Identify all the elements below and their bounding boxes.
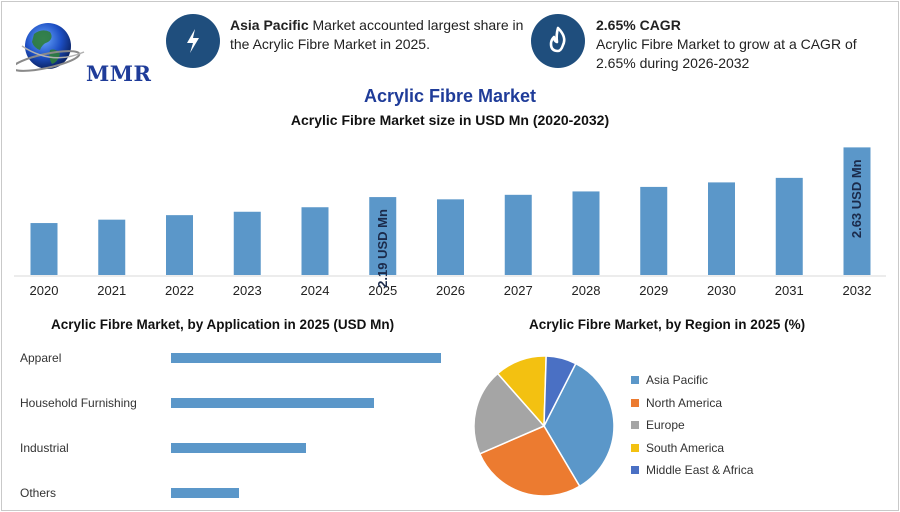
legend-item-middle-east-africa: Middle East & Africa: [631, 463, 754, 477]
flame-icon: [549, 26, 566, 53]
x-tick-2022: 2022: [165, 283, 194, 298]
x-tick-2031: 2031: [775, 283, 804, 298]
legend-item-asia-pacific: Asia Pacific: [631, 373, 709, 387]
lightning-icon: [187, 29, 199, 53]
region-chart-title: Acrylic Fibre Market, by Region in 2025 …: [529, 317, 806, 332]
legend-label-south-america: South America: [646, 440, 725, 455]
x-tick-2030: 2030: [707, 283, 736, 298]
bar-2031: [775, 177, 803, 275]
x-tick-2029: 2029: [639, 283, 668, 298]
kpi-cagr-body: Acrylic Fibre Market to grow at a CAGR o…: [596, 36, 857, 71]
globe-icon: [11, 23, 85, 72]
application-bar-others: [171, 488, 239, 498]
x-tick-2024: 2024: [301, 283, 330, 298]
legend-swatch-asia-pacific: [631, 376, 639, 384]
logo-text: MMR: [86, 61, 152, 86]
legend-item-europe: Europe: [631, 418, 685, 432]
bar-2021: [98, 219, 126, 275]
bar-2030: [708, 182, 735, 275]
application-bar-apparel: [171, 353, 441, 363]
x-tick-2027: 2027: [504, 283, 533, 298]
kpi-cagr-badge: [531, 14, 585, 68]
mmr-logo: MMR: [11, 16, 151, 86]
legend-item-south-america: South America: [631, 440, 725, 455]
pie-slice-middle-east-africa: [543, 355, 577, 427]
kpi-region-text: Asia Pacific Market accounted largest sh…: [230, 16, 525, 54]
legend-swatch-middle-east-africa: [631, 466, 639, 474]
application-label-industrial: Industrial: [20, 441, 69, 455]
bar-chart-title: Acrylic Fibre Market size in USD Mn (202…: [290, 112, 610, 128]
region-pie-chart: [473, 355, 615, 497]
legend-label-north-america: North America: [646, 395, 723, 410]
data-label-2032: 2.63 USD Mn: [849, 159, 864, 238]
bar-2026: [437, 199, 464, 275]
x-tick-2028: 2028: [572, 283, 601, 298]
legend-label-europe: Europe: [646, 418, 685, 432]
bar-2029: [640, 186, 668, 275]
x-tick-2023: 2023: [233, 283, 262, 298]
kpi-lightning-badge: [166, 14, 220, 68]
bar-2028: [572, 191, 600, 275]
application-label-apparel: Apparel: [20, 351, 62, 365]
legend-swatch-south-america: [631, 443, 639, 452]
application-bar-household-furnishing: [171, 398, 374, 408]
kpi-cagr-text: 2.65% CAGR Acrylic Fibre Market to grow …: [596, 16, 866, 73]
application-bar-industrial: [171, 443, 306, 453]
pie-slice-asia-pacific: [543, 362, 615, 488]
application-label-others: Others: [20, 486, 57, 500]
legend-swatch-north-america: [631, 398, 639, 407]
legend-swatch-europe: [631, 421, 639, 429]
x-tick-2025: 2025: [368, 283, 397, 298]
pie-slice-europe: [473, 372, 546, 455]
bar-2023: [233, 211, 261, 275]
application-chart-title: Acrylic Fibre Market, by Application in …: [51, 317, 395, 332]
bar-2027: [504, 194, 532, 275]
x-tick-2026: 2026: [436, 283, 465, 298]
main-title: Acrylic Fibre Market: [363, 86, 537, 106]
legend-label-asia-pacific: Asia Pacific: [646, 373, 709, 387]
legend-item-north-america: North America: [631, 395, 723, 410]
x-tick-2021: 2021: [97, 283, 126, 298]
bar-2024: [301, 207, 329, 275]
bar-2025: [369, 197, 397, 275]
x-tick-2020: 2020: [30, 283, 59, 298]
legend-label-middle-east-africa: Middle East & Africa: [646, 463, 754, 477]
data-label-2025: 2.19 USD Mn: [375, 209, 390, 288]
kpi-region-body: Market accounted largest share in the Ac…: [230, 17, 524, 52]
application-label-household-furnishing: Household Furnishing: [20, 396, 137, 410]
kpi-region-bold: Asia Pacific: [230, 17, 309, 33]
bar-2022: [166, 215, 193, 275]
kpi-cagr-title: 2.65% CAGR: [596, 17, 681, 33]
bar-2032: [843, 147, 871, 275]
x-tick-2032: 2032: [843, 283, 872, 298]
bar-2020: [30, 223, 58, 275]
